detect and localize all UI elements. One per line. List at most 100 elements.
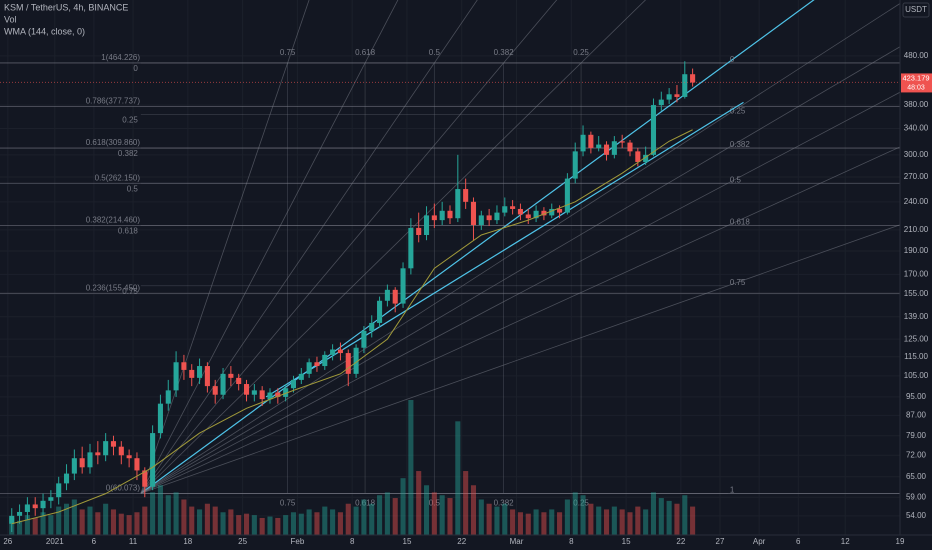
- volume-bar: [17, 520, 23, 535]
- wma-line: [11, 129, 693, 525]
- currency-label[interactable]: USDT: [905, 5, 927, 14]
- volume-bar: [165, 495, 171, 535]
- fan-line: [140, 0, 647, 494]
- candle-body: [627, 142, 633, 152]
- candle-body: [267, 392, 273, 400]
- candle-body: [603, 144, 610, 155]
- currency-box[interactable]: [902, 2, 930, 18]
- volume-bar: [142, 506, 148, 535]
- volume-bar: [580, 495, 586, 535]
- y-tick-label: 139.00: [904, 312, 929, 321]
- volume-bar: [330, 509, 336, 535]
- fib-level-label: 0.382(214.460): [86, 216, 141, 225]
- fan-line: [140, 0, 815, 494]
- y-tick-label: 54.00: [906, 511, 927, 520]
- candle-body: [580, 134, 586, 152]
- volume-bar: [431, 492, 437, 535]
- candle-body: [345, 353, 351, 374]
- volume-bar: [157, 485, 163, 535]
- volume-bar: [361, 499, 367, 535]
- x-tick-label: 6: [796, 537, 801, 546]
- candle-body: [494, 212, 500, 221]
- candle-body: [525, 214, 531, 219]
- fan-line: [140, 0, 478, 494]
- x-tick-label: 8: [569, 537, 574, 546]
- x-tick-label: Feb: [290, 537, 304, 546]
- candle-body: [658, 99, 664, 106]
- candle-body: [314, 362, 320, 367]
- volume-bar: [63, 503, 70, 535]
- y-tick-label: 300.00: [904, 150, 929, 159]
- x-tick-label: 8: [350, 537, 355, 546]
- volume-bar: [392, 498, 398, 535]
- trend-line: [265, 101, 744, 398]
- candle-body: [416, 227, 422, 236]
- x-tick-label: 22: [457, 537, 466, 546]
- volume-bar: [56, 506, 62, 535]
- volume-bar: [337, 512, 343, 535]
- volume-bar: [525, 513, 531, 535]
- candle-body: [455, 189, 461, 219]
- candle-body: [572, 151, 578, 179]
- last-price-tag: [901, 73, 932, 93]
- candle-body: [392, 289, 398, 304]
- candle-body: [674, 94, 680, 97]
- volume-bar: [533, 509, 539, 535]
- candle-body: [533, 210, 539, 219]
- candle-body: [134, 458, 140, 471]
- volume-bar: [666, 500, 672, 535]
- candle-body: [56, 483, 62, 498]
- fan-left-label: 0.382: [118, 149, 139, 158]
- symbol-title[interactable]: KSM / TetherUS, 4h, BINANCE: [4, 2, 128, 12]
- volume-bar: [71, 499, 77, 535]
- fan-top-label: 0.5: [429, 48, 441, 57]
- volume-bar: [557, 512, 563, 535]
- candle-body: [502, 206, 508, 213]
- candle-body: [48, 497, 54, 501]
- volume-legend[interactable]: Vol: [4, 14, 17, 24]
- volume-bar: [596, 506, 602, 535]
- candle-body: [423, 215, 430, 236]
- candle-body: [361, 330, 367, 348]
- volume-bar: [643, 509, 649, 535]
- fan-left-label: 0.75: [122, 287, 138, 296]
- volume-bar: [603, 509, 610, 535]
- candle-body: [588, 134, 594, 148]
- volume-bar: [588, 503, 594, 535]
- x-tick-label: 11: [129, 537, 138, 546]
- fib-level-label: 0.786(377.737): [86, 96, 141, 105]
- volume-bar: [478, 499, 484, 535]
- candle-body: [103, 441, 109, 456]
- volume-bar: [197, 509, 203, 535]
- x-tick-label: Mar: [510, 537, 524, 546]
- x-tick-label: 25: [238, 537, 247, 546]
- candle-body: [384, 289, 390, 301]
- candle-body: [95, 452, 101, 456]
- volume-bar: [181, 499, 187, 535]
- wma-legend[interactable]: WMA (144, close, 0): [4, 26, 85, 36]
- fib-level-label: 0(60.073): [106, 484, 141, 493]
- candle-body: [290, 379, 297, 389]
- volume-bar: [24, 515, 30, 535]
- volume-bar: [118, 513, 124, 535]
- fib-level-label: 0.236(155.450): [86, 283, 141, 292]
- volume-bar: [549, 509, 555, 535]
- candle-body: [478, 215, 484, 225]
- axes: 480.00 380.00 340.00 300.00 270.00 240.00 210.…: [3, 51, 932, 546]
- candle-body: [330, 349, 336, 355]
- candle-body: [517, 208, 523, 215]
- candle-body: [541, 210, 547, 216]
- candle-body: [306, 362, 312, 374]
- volume-bar: [541, 512, 547, 535]
- fib-level-label: 1(464.226): [101, 53, 140, 62]
- volume-bar: [690, 506, 696, 535]
- y-tick-label: 380.00: [904, 100, 929, 109]
- fan-right-label: 0: [730, 55, 735, 64]
- fan-line: [140, 146, 900, 494]
- x-tick-label: 6: [92, 537, 97, 546]
- volume-bar: [682, 495, 688, 535]
- candle-body: [212, 386, 218, 395]
- volume-bar: [134, 512, 140, 535]
- y-tick-label: 79.00: [906, 431, 927, 440]
